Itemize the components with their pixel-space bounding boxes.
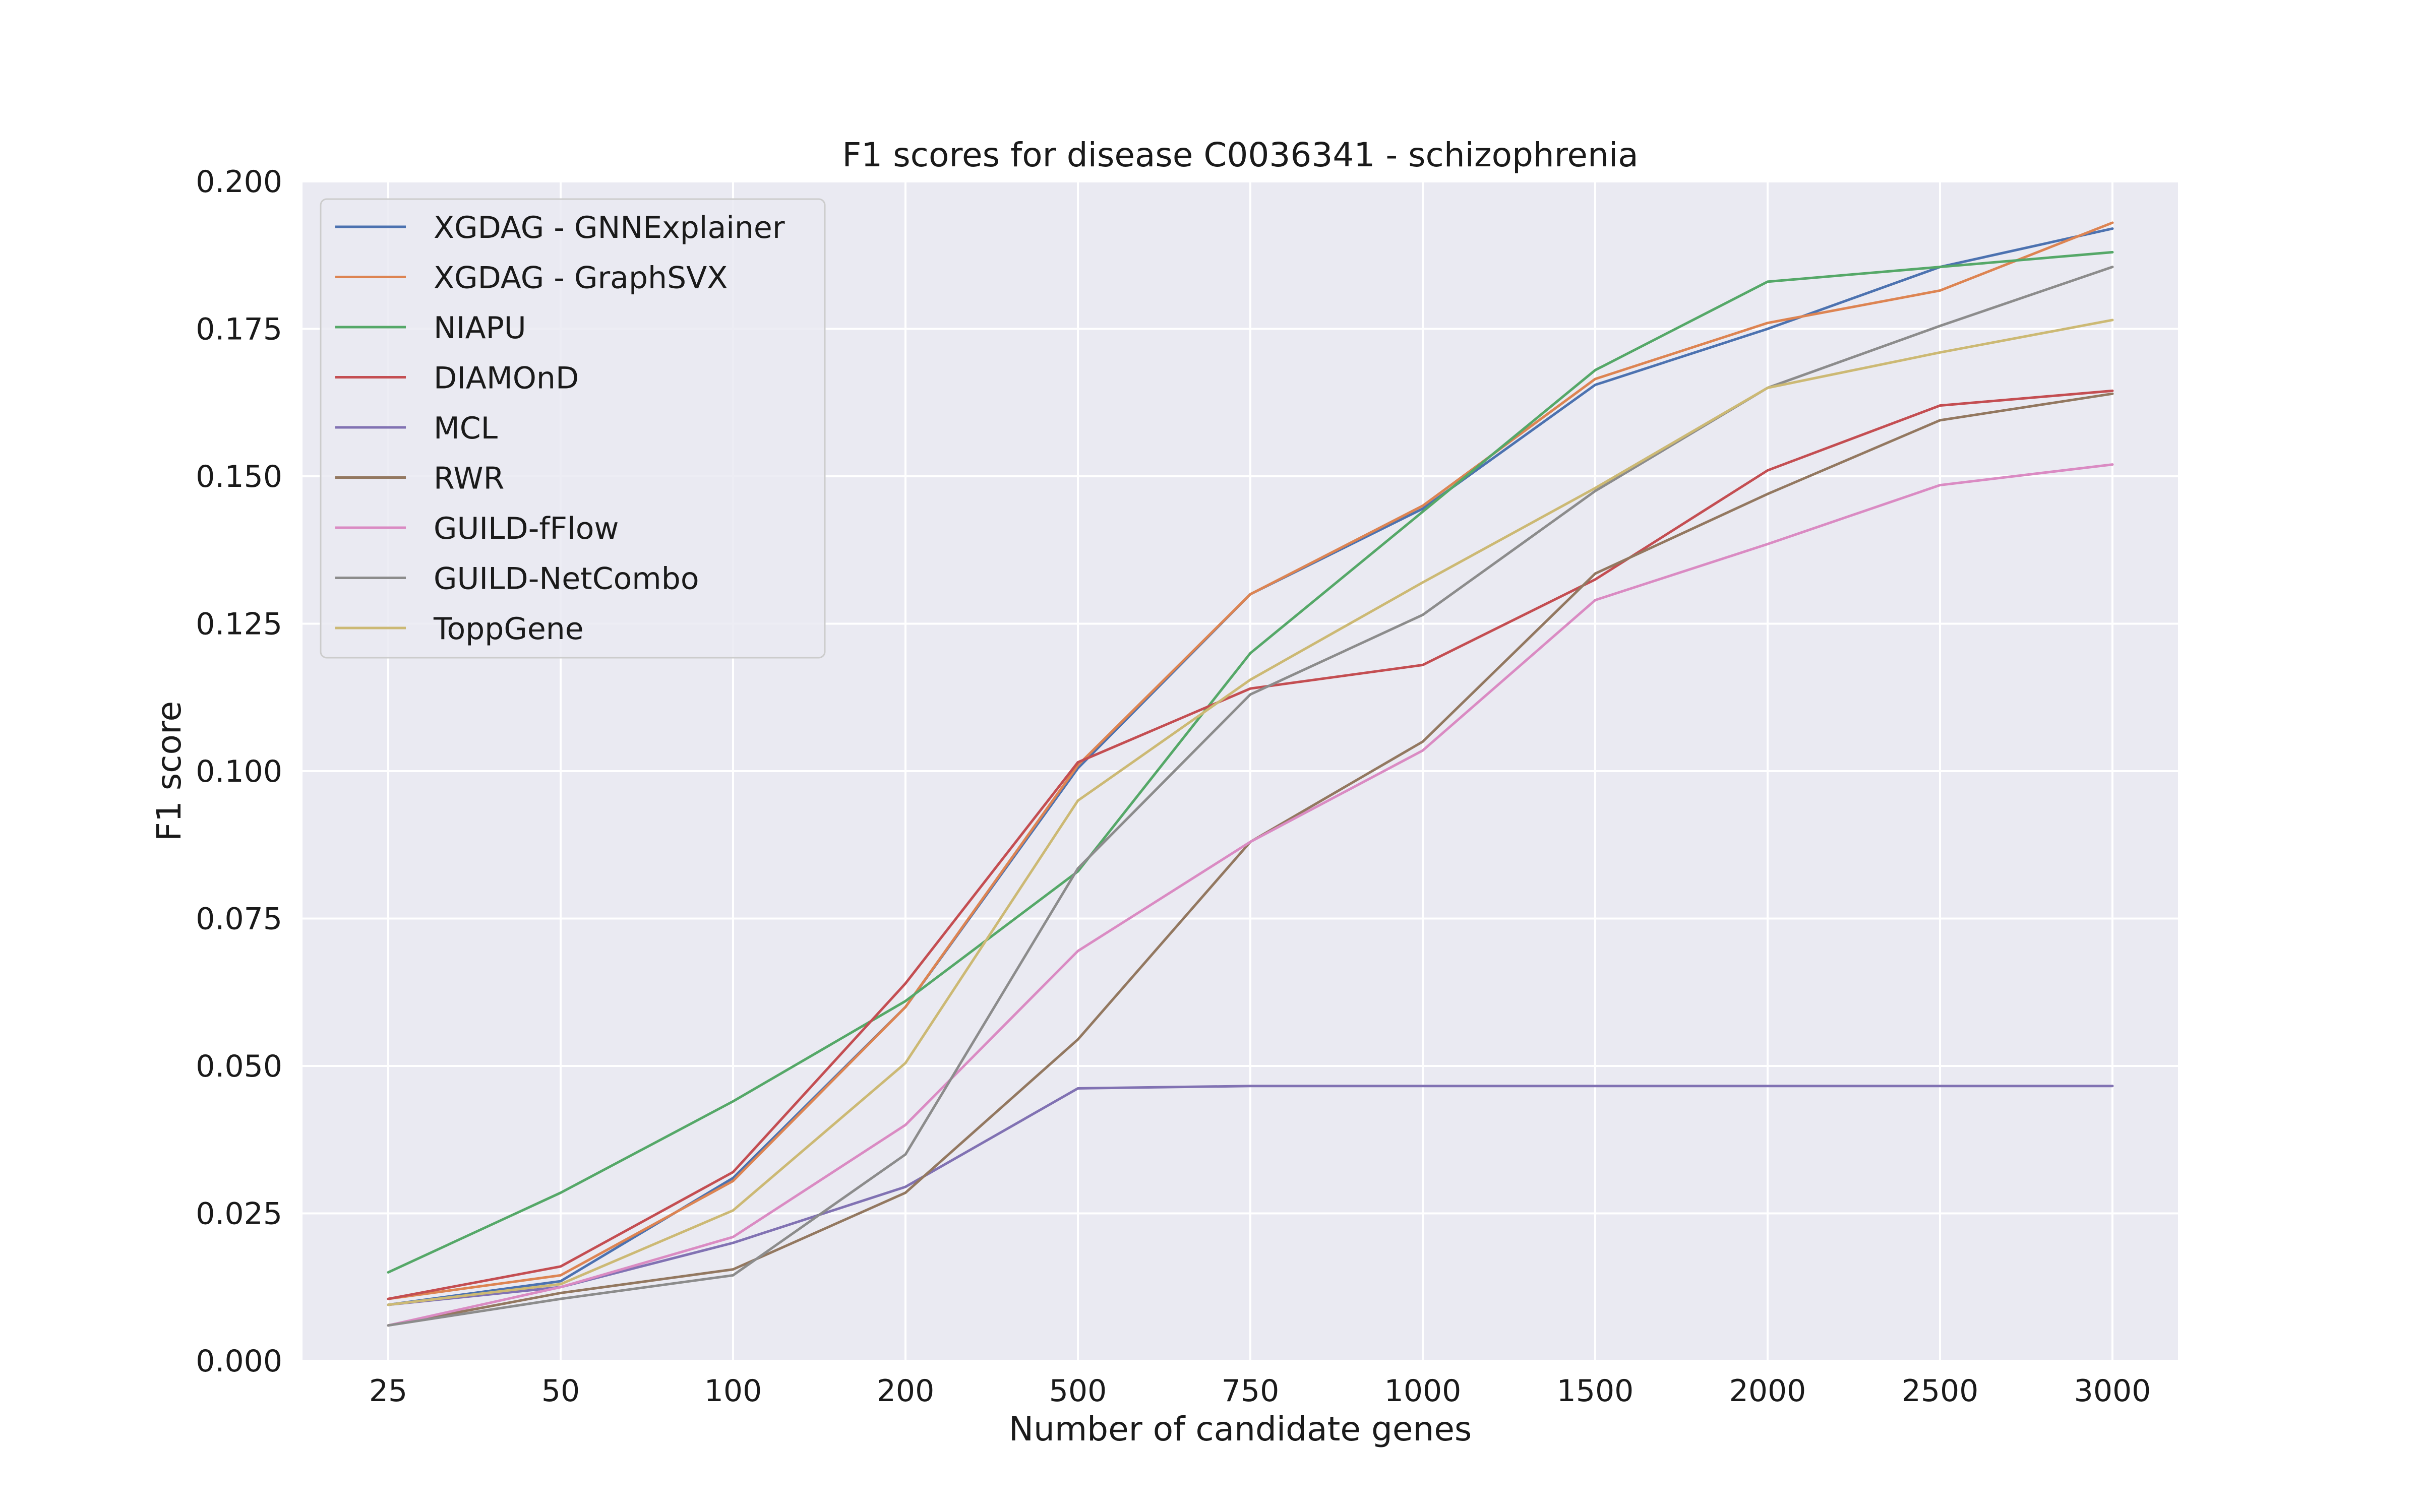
legend-box bbox=[320, 198, 826, 659]
legend-label: MCL bbox=[434, 411, 498, 446]
series-lines bbox=[387, 221, 2114, 1327]
x-axis-label: Number of candidate genes bbox=[1009, 1410, 1472, 1448]
series-line-6 bbox=[387, 463, 2114, 1327]
legend-label: XGDAG - GraphSVX bbox=[434, 261, 728, 296]
x-tick-label: 1000 bbox=[1384, 1373, 1462, 1409]
y-tick-label: 0.125 bbox=[196, 607, 282, 642]
x-tick-label: 1500 bbox=[1557, 1373, 1634, 1409]
series-line-8 bbox=[387, 319, 2114, 1306]
y-tick-label: 0.200 bbox=[196, 164, 282, 200]
legend-label: XGDAG - GNNExplainer bbox=[434, 210, 785, 245]
legend-label: GUILD-fFlow bbox=[434, 511, 619, 546]
x-tick-label: 200 bbox=[877, 1373, 935, 1409]
y-tick-labels: 0.000 0.025 0.050 0.075 0.100 0.125 0.150 0.175… bbox=[196, 164, 282, 1379]
legend-label: GUILD-NetCombo bbox=[434, 561, 699, 597]
x-tick-labels: 25 50 100 200 500 750 1000 1500 2000 2500 3000 bbox=[369, 1373, 2151, 1409]
y-tick-label: 0.050 bbox=[196, 1049, 282, 1084]
y-tick-label: 0.075 bbox=[196, 902, 282, 937]
x-tick-label: 100 bbox=[704, 1373, 762, 1409]
series-line-1 bbox=[387, 221, 2114, 1300]
y-axis-label: F1 score bbox=[150, 701, 189, 841]
series-line-2 bbox=[387, 250, 2114, 1274]
legend-label: DIAMOnD bbox=[434, 361, 579, 396]
legend-label: RWR bbox=[434, 461, 504, 496]
x-tick-label: 500 bbox=[1049, 1373, 1107, 1409]
legend-label: ToppGene bbox=[433, 611, 584, 647]
y-tick-label: 0.000 bbox=[196, 1344, 282, 1379]
x-tick-label: 3000 bbox=[2074, 1373, 2151, 1409]
y-tick-label: 0.150 bbox=[196, 459, 282, 494]
series-line-7 bbox=[387, 266, 2114, 1327]
x-tick-label: 750 bbox=[1222, 1373, 1280, 1409]
series-line-3 bbox=[387, 389, 2114, 1300]
y-tick-label: 0.025 bbox=[196, 1196, 282, 1232]
x-tick-label: 25 bbox=[369, 1373, 407, 1409]
x-tick-label: 2000 bbox=[1729, 1373, 1806, 1409]
y-tick-label: 0.100 bbox=[196, 754, 282, 789]
legend-label: NIAPU bbox=[434, 310, 526, 346]
legend: XGDAG - GNNExplainer XGDAG - GraphSVX NIAP… bbox=[320, 198, 826, 659]
x-tick-label: 2500 bbox=[1902, 1373, 1979, 1409]
x-tick-label: 50 bbox=[541, 1373, 580, 1409]
y-tick-label: 0.175 bbox=[196, 312, 282, 347]
chart-title: F1 scores for disease C0036341 - schizop… bbox=[842, 136, 1638, 174]
series-line-4 bbox=[387, 1085, 2114, 1306]
